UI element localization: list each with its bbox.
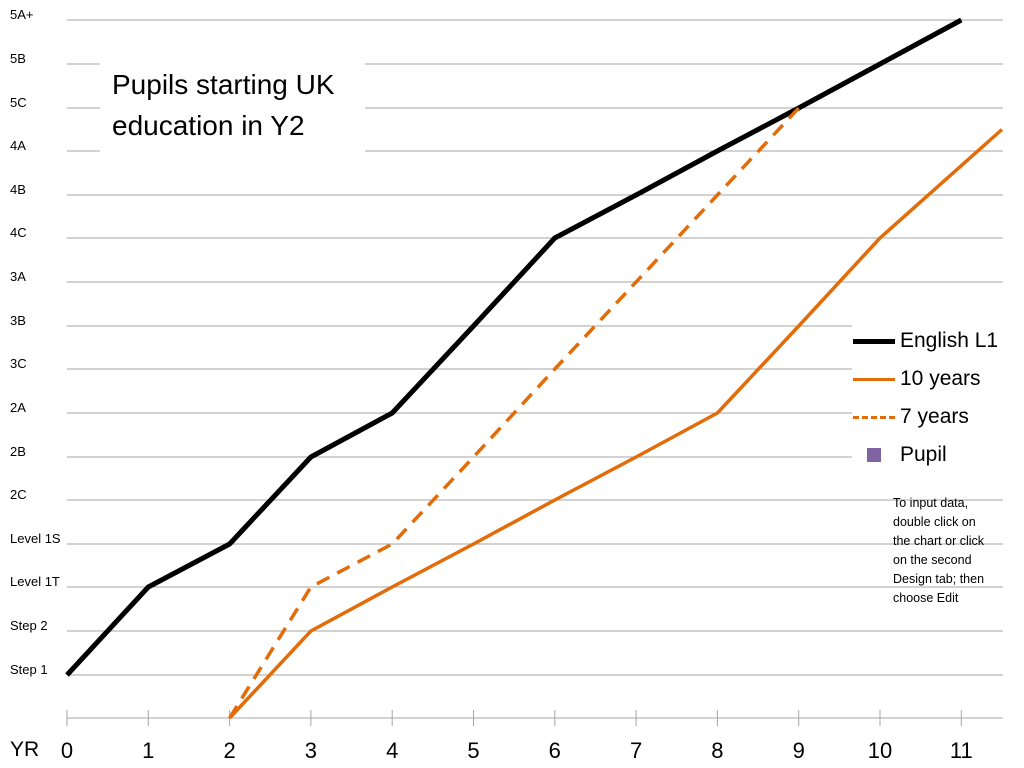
legend-item-7-years: 7 years xyxy=(852,398,1022,436)
chart-title: Pupils starting UK education in Y2 xyxy=(112,69,335,141)
y-tick-label: 2B xyxy=(10,444,26,459)
y-tick-label: 3C xyxy=(10,356,27,371)
x-tick-label: 8 xyxy=(711,738,723,763)
x-tick-label: 6 xyxy=(549,738,561,763)
x-tick-label: 7 xyxy=(630,738,642,763)
title-background xyxy=(100,60,365,152)
legend-label-7-years: 7 years xyxy=(900,405,969,428)
y-tick-label: 5B xyxy=(10,51,26,66)
y-tick-label: 4A xyxy=(10,138,26,153)
y-tick-label: 4C xyxy=(10,225,27,240)
legend-item-pupil: Pupil xyxy=(852,436,1022,474)
y-tick-label: Step 1 xyxy=(10,662,48,677)
legend-key-english-l1 xyxy=(853,338,895,344)
legend-item-english-l1: English L1 xyxy=(852,322,1022,360)
x-tick-label: 4 xyxy=(386,738,398,763)
x-tick-label: 2 xyxy=(223,738,235,763)
x-tick-label: 3 xyxy=(305,738,317,763)
y-tick-label: 5C xyxy=(10,95,27,110)
series-line-7-years xyxy=(228,106,800,719)
y-tick-label: Level 1S xyxy=(10,531,61,546)
y-tick-label: 2C xyxy=(10,487,27,502)
legend-label-pupil: Pupil xyxy=(900,443,947,466)
legend: English L1 10 years 7 years Pupil xyxy=(852,322,1022,474)
x-tick-label: 5 xyxy=(467,738,479,763)
y-tick-label: 4B xyxy=(10,182,26,197)
x-tick-label: 11 xyxy=(950,738,973,763)
x-tick-label: 9 xyxy=(793,738,805,763)
series-line-english-l1 xyxy=(65,17,963,677)
legend-item-10-years: 10 years xyxy=(852,360,1022,398)
y-tick-label: Step 2 xyxy=(10,618,48,633)
legend-key-10-years xyxy=(853,377,895,381)
legend-key-7-years xyxy=(853,415,895,419)
x-tick-label: 0 xyxy=(61,738,73,763)
y-tick-label: 5A+ xyxy=(10,7,34,22)
y-tick-label: Level 1T xyxy=(10,574,60,589)
x-tick-label: 1 xyxy=(142,738,154,763)
instruction-note: To input data, double click on the chart… xyxy=(893,496,985,605)
x-tick-label: 10 xyxy=(868,738,892,763)
x-axis-label: YR xyxy=(10,738,39,761)
y-tick-label: 2A xyxy=(10,400,26,415)
series-line-10-years xyxy=(228,128,1004,720)
legend-label-english-l1: English L1 xyxy=(900,329,999,352)
legend-label-10-years: 10 years xyxy=(900,367,981,390)
y-tick-label: 3B xyxy=(10,313,26,328)
legend-key-pupil xyxy=(867,448,881,462)
y-tick-label: 3A xyxy=(10,269,26,284)
